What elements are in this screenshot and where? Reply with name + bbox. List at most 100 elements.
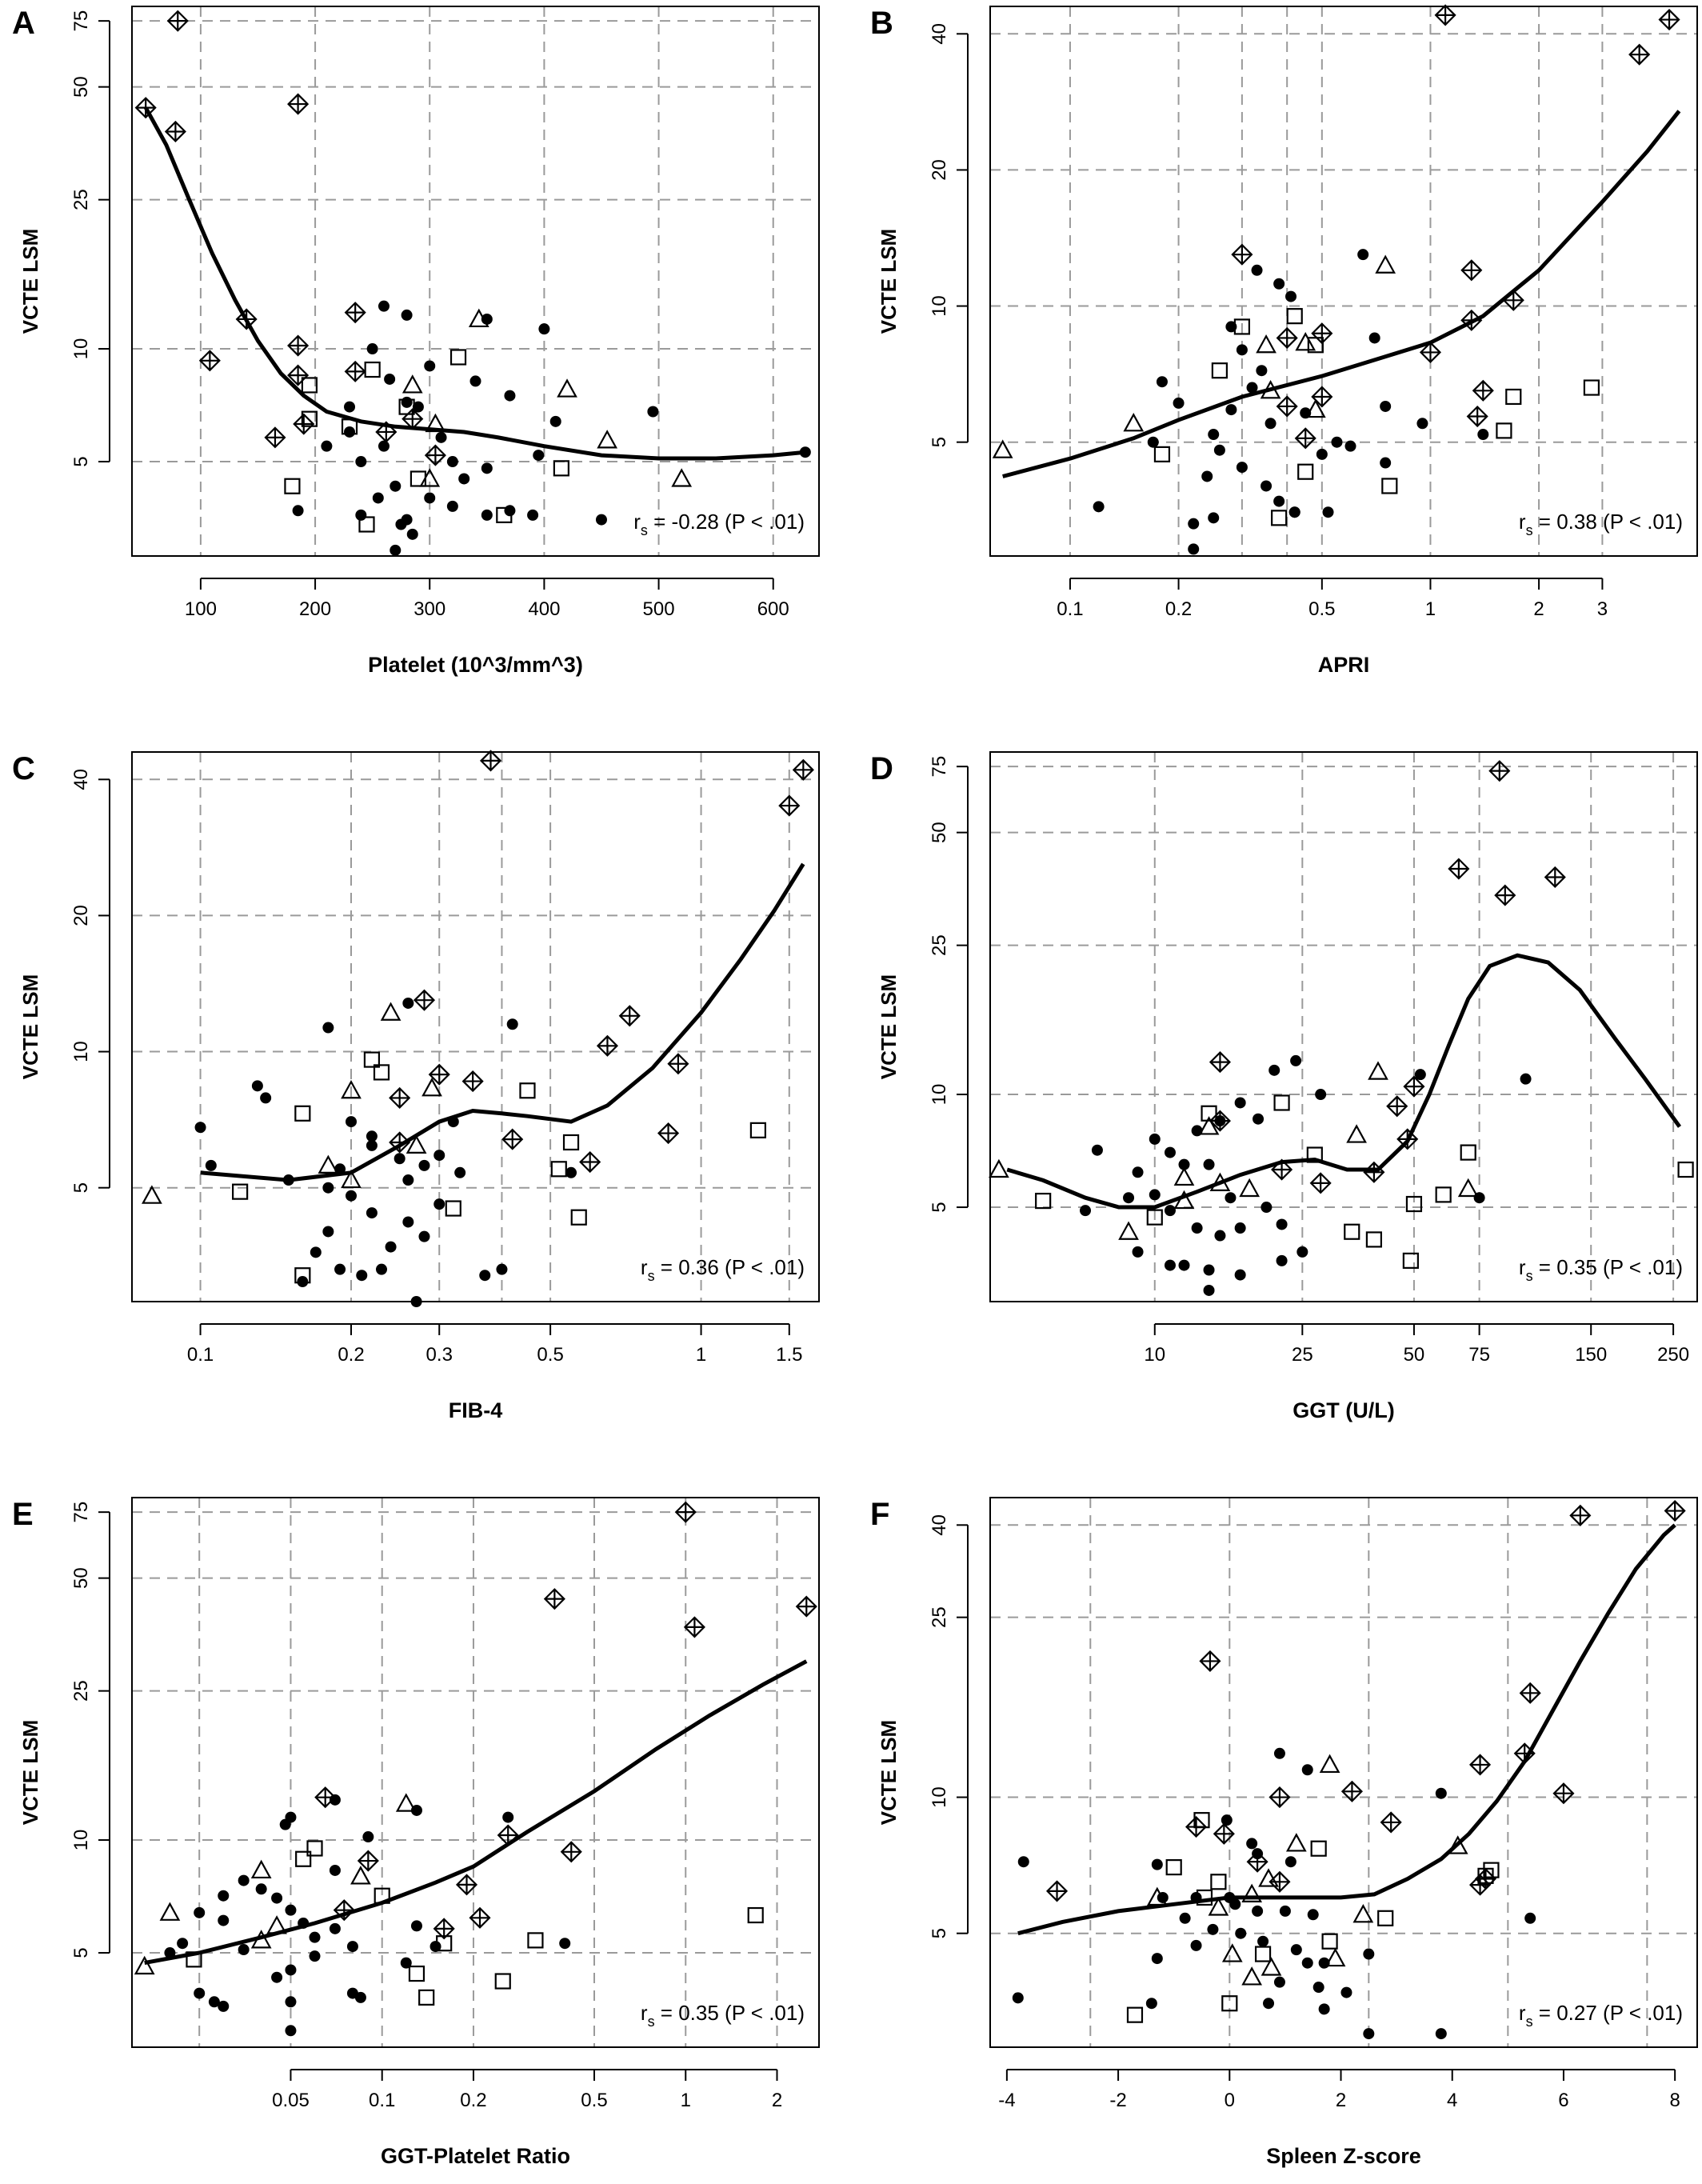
point-diamond <box>1276 395 1298 418</box>
point-diamond <box>1519 1682 1541 1704</box>
point-dot <box>310 1246 322 1258</box>
point-dot <box>194 1122 206 1134</box>
x-tick-label: 0.5 <box>537 1344 563 1366</box>
x-tick-label: 0.5 <box>1308 598 1335 620</box>
point-dot <box>454 1166 466 1178</box>
point-square <box>410 470 427 487</box>
point-dot <box>1252 1848 1264 1860</box>
point-square <box>1126 2006 1144 2023</box>
point-dot <box>354 1991 366 2003</box>
point-dot <box>1307 1909 1319 1921</box>
point-square <box>1381 478 1398 494</box>
panel-label: B <box>870 6 893 41</box>
data-points <box>134 1501 817 2037</box>
point-triangle <box>1304 398 1326 418</box>
point-dot <box>329 1922 341 1934</box>
point-dot <box>1363 1948 1375 1960</box>
y-tick-label: 75 <box>70 10 92 32</box>
point-triangle <box>134 1955 155 1975</box>
point-diamond <box>1460 309 1483 331</box>
panel-d: 10 25 50 75 150 250 GGT (U/L) 5 10 25 50 75 VCTE LSM… <box>870 751 1698 1422</box>
point-dot <box>1173 397 1185 409</box>
point-square <box>1297 463 1314 480</box>
point-square <box>294 1105 311 1122</box>
point-triangle <box>1260 380 1281 399</box>
x-tick-label: 75 <box>1468 1344 1490 1366</box>
point-dot <box>1340 1986 1352 1998</box>
point-dot <box>205 1159 217 1171</box>
point-dot <box>238 1944 250 1956</box>
point-dot <box>1416 418 1428 430</box>
point-diamond <box>455 1874 478 1896</box>
correlation-annotation: rs = 0.36 (P < .01) <box>641 1255 805 1284</box>
point-dot <box>329 1794 341 1806</box>
point-dot <box>1435 2028 1447 2040</box>
point-triangle <box>350 1866 371 1885</box>
panel-c: 0.1 0.2 0.3 0.5 1 1.5 FIB-4 5 10 20 40 VCTE LSM Crs … <box>12 750 820 1422</box>
point-dot <box>1214 1230 1226 1242</box>
point-dot <box>1357 249 1369 261</box>
y-tick-label: 10 <box>929 1786 950 1808</box>
point-diamond <box>1269 1786 1291 1809</box>
y-tick-label: 50 <box>70 1567 92 1589</box>
point-dot <box>433 1150 445 1162</box>
point-dot <box>251 1080 263 1092</box>
point-triangle <box>341 1079 362 1099</box>
point-dot <box>402 1174 414 1186</box>
point-triangle <box>1198 1116 1220 1135</box>
point-dot <box>402 997 414 1009</box>
point-diamond <box>287 93 310 115</box>
point-dot <box>376 1263 388 1275</box>
point-square <box>363 1051 381 1068</box>
point-square <box>301 377 318 394</box>
point-dot <box>1234 1097 1246 1109</box>
y-axis-label: VCTE LSM <box>877 229 901 334</box>
point-diamond <box>293 413 315 435</box>
point-diamond <box>795 1595 817 1618</box>
point-square <box>1193 1812 1210 1829</box>
grid-lines <box>990 752 1697 1302</box>
point-triangle <box>1239 1178 1261 1198</box>
y-tick-label: 10 <box>70 338 92 360</box>
point-dot <box>1269 1064 1280 1076</box>
point-dot <box>1331 436 1343 448</box>
point-dot <box>344 426 356 438</box>
y-tick-label: 5 <box>70 1182 92 1193</box>
y-tick-label: 20 <box>929 159 950 181</box>
point-square <box>358 516 375 533</box>
point-dot <box>1132 1166 1144 1178</box>
point-dot <box>410 1804 422 1816</box>
point-dot <box>1312 1982 1324 1994</box>
point-dot <box>271 1971 283 1983</box>
x-tick-label: 400 <box>528 598 560 620</box>
point-square <box>1365 1231 1382 1248</box>
point-dot <box>424 492 436 504</box>
point-dot <box>412 401 424 413</box>
point-dot <box>565 1166 577 1178</box>
point-dot <box>1164 1259 1176 1271</box>
point-dot <box>1251 264 1263 276</box>
point-diamond <box>543 1588 565 1610</box>
point-dot <box>1288 506 1300 518</box>
point-dot <box>1213 444 1225 456</box>
y-tick-label: 5 <box>70 1947 92 1958</box>
point-dot <box>218 2000 230 2012</box>
point-dot <box>329 1864 341 1876</box>
point-square <box>284 478 301 494</box>
point-square <box>1677 1161 1694 1178</box>
point-diamond <box>501 1128 524 1150</box>
point-dot <box>1179 1912 1191 1924</box>
smoothing-curve <box>144 1659 808 1966</box>
point-square <box>418 1989 435 2006</box>
y-axis-label: VCTE LSM <box>18 1720 42 1825</box>
point-triangle <box>1285 1833 1307 1852</box>
data-points <box>992 4 1680 555</box>
point-dot <box>481 462 493 474</box>
point-dot <box>406 528 418 540</box>
panel-a: 100 200 300 400 500 600 Platelet (10^3/mm^3) 5 1… <box>12 6 820 677</box>
point-dot <box>402 1216 414 1228</box>
point-dot <box>1012 1992 1024 2004</box>
point-dot <box>502 1811 514 1823</box>
plot-frame <box>989 6 1698 557</box>
